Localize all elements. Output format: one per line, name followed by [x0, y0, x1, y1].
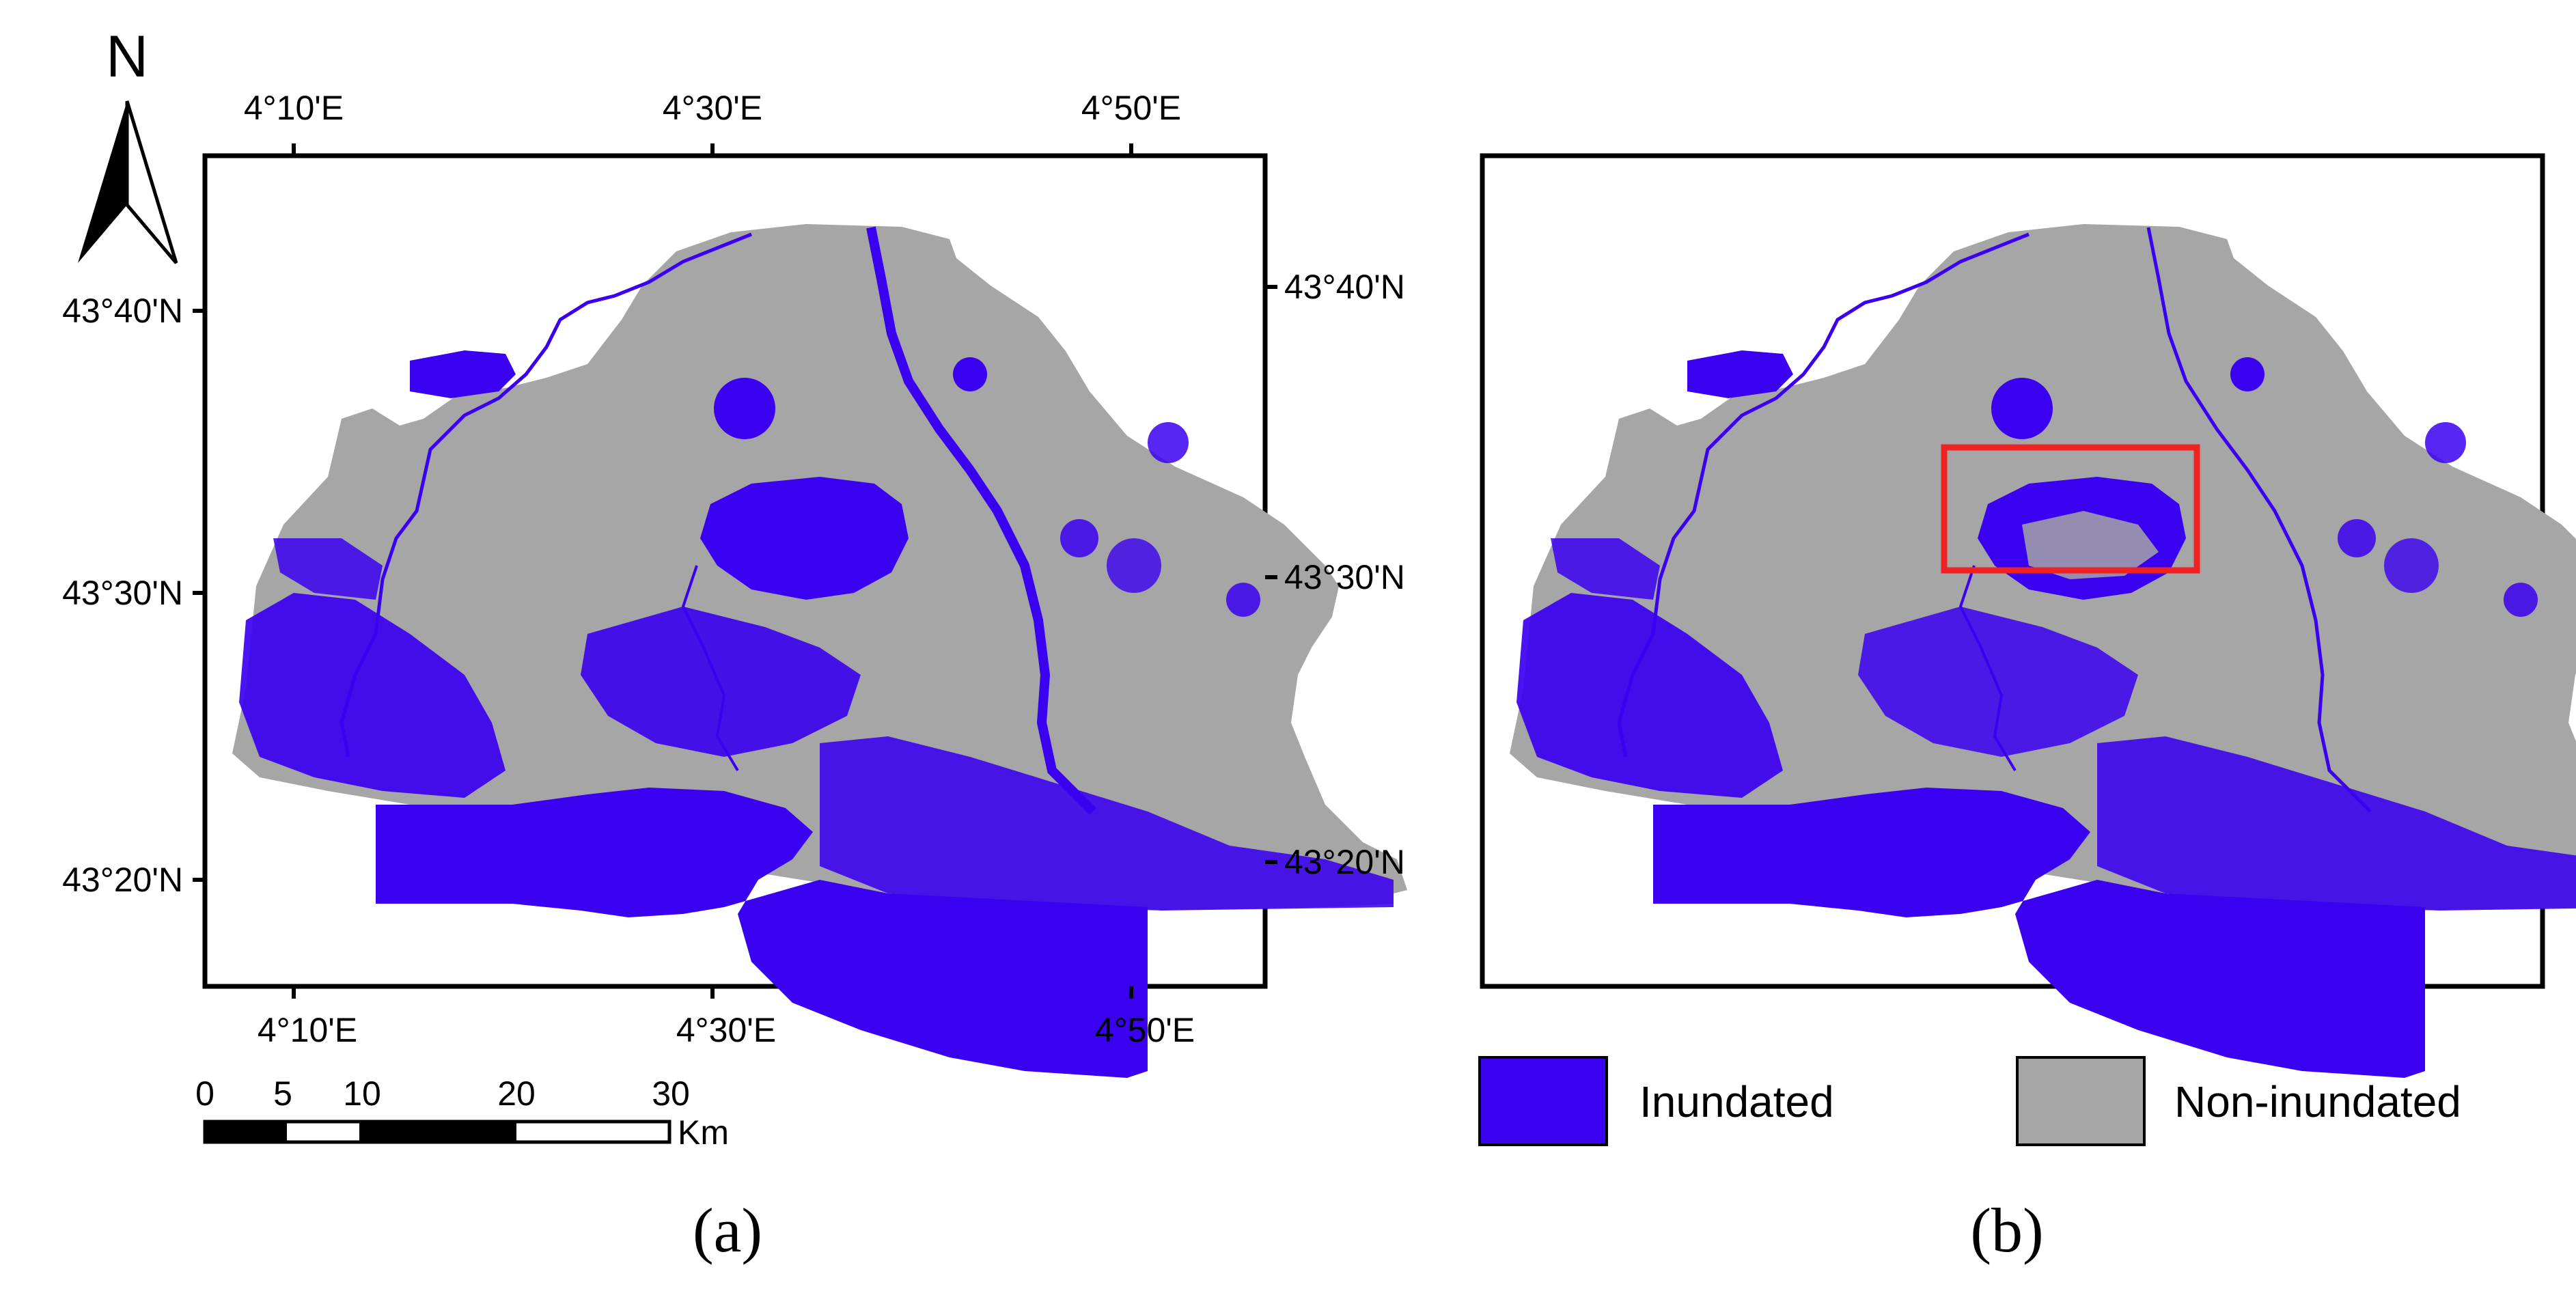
panel-label-b: (b) [1970, 1195, 2043, 1265]
scale-label-0: 0 [195, 1074, 214, 1113]
scale-unit: Km [678, 1113, 729, 1152]
legend-label-non-inundated: Non-inundated [2174, 1077, 2461, 1126]
scale-label-5: 5 [273, 1074, 292, 1113]
map-a-bottom-tick-3: 4°50'E [1095, 1011, 1195, 1049]
lake-a [700, 477, 909, 600]
map-a-left-tick-2: 43°30'N [62, 574, 183, 612]
panel-label-a: (a) [693, 1195, 762, 1265]
map-a-right-tick-1: 43°40'N [1284, 268, 1405, 306]
map-a-bottom-tick-2: 4°30'E [676, 1011, 776, 1049]
legend-label-inundated: Inundated [1639, 1077, 1834, 1126]
scale-label-20: 20 [497, 1074, 536, 1113]
legend-swatch-non-inundated [2016, 1056, 2146, 1146]
map-a-left-tick-1: 43°40'N [62, 292, 183, 330]
map-a-top-tick-3: 4°50'E [1081, 89, 1181, 127]
map-a-left-tick-3: 43°20'N [62, 861, 183, 899]
scale-label-30: 30 [652, 1074, 690, 1113]
north-arrow-letter: N [106, 24, 148, 89]
scale-label-10: 10 [343, 1074, 381, 1113]
map-a-content [232, 224, 1407, 1078]
map-a-right-tick-3: 43°20'N [1284, 843, 1405, 881]
map-b: (b) [1480, 153, 2576, 1265]
map-a-right-tick-2: 43°30'N [1284, 558, 1405, 596]
map-a-bottom-tick-1: 4°10'E [258, 1011, 357, 1049]
map-a-tick-marks [193, 143, 1277, 999]
map-a: 4°10'E 4°30'E 4°50'E 4°10'E 4°30'E 4°50'… [62, 89, 1407, 1265]
highlight-box [1941, 444, 2200, 574]
legend: Inundated Non-inundated [1478, 1056, 2461, 1146]
map-a-top-tick-1: 4°10'E [244, 89, 344, 127]
scale-bar: 0 5 10 20 30 Km [195, 1074, 729, 1152]
legend-swatch-inundated [1478, 1056, 1608, 1146]
north-arrow-icon: N [78, 24, 178, 264]
map-a-top-tick-2: 4°30'E [663, 89, 762, 127]
